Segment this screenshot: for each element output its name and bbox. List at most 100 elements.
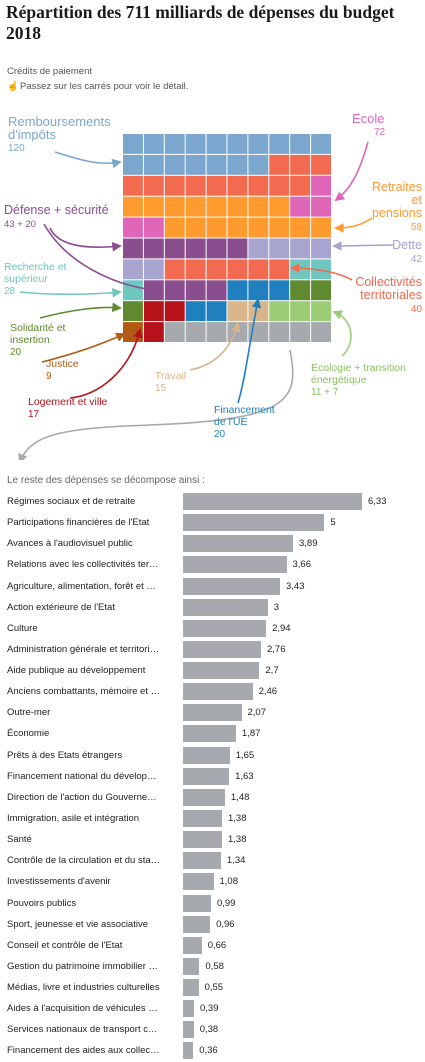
waffle-square-defense[interactable] — [206, 280, 227, 301]
bar[interactable] — [183, 936, 202, 954]
waffle-square-logement[interactable] — [143, 301, 164, 322]
bar-row[interactable]: Services nationaux de transport c… 0,38 — [0, 1020, 425, 1041]
bar[interactable] — [183, 556, 287, 574]
waffle-square-collectivites[interactable] — [248, 175, 269, 196]
waffle-square-retraites[interactable] — [290, 217, 311, 238]
waffle-square-ue[interactable] — [206, 301, 227, 322]
waffle-square-recherche[interactable] — [311, 259, 331, 280]
bar[interactable] — [183, 809, 222, 827]
bar-row[interactable]: Aide publique au développement 2,7 — [0, 661, 425, 682]
bar-row[interactable]: Économie 1,87 — [0, 724, 425, 745]
bar[interactable] — [183, 767, 230, 785]
bar-row[interactable]: Financement national du dévelop… 1,63 — [0, 767, 425, 788]
waffle-square-dette[interactable] — [290, 238, 311, 259]
waffle-square-collectivites[interactable] — [269, 175, 290, 196]
waffle-square-remboursements[interactable] — [164, 134, 185, 154]
waffle-square-retraites[interactable] — [269, 196, 290, 217]
bar-row[interactable]: Santé 1,38 — [0, 830, 425, 851]
waffle-square-dette[interactable] — [311, 238, 331, 259]
waffle-square-retraites[interactable] — [206, 196, 227, 217]
bar-row[interactable]: Régimes sociaux et de retraite 6,33 — [0, 492, 425, 513]
bar[interactable] — [183, 957, 200, 975]
waffle-square-retraites[interactable] — [206, 217, 227, 238]
waffle-square-collectivites[interactable] — [227, 175, 248, 196]
bar-row[interactable]: Prêts à des Etats étrangers 1,65 — [0, 746, 425, 767]
waffle-square-retraites[interactable] — [185, 196, 206, 217]
bar-row[interactable]: Aides à l'acquisition de véhicules … 0,39 — [0, 999, 425, 1020]
waffle-square-collectivites[interactable] — [227, 259, 248, 280]
waffle-square-collectivites[interactable] — [123, 175, 143, 196]
bar-row[interactable]: Direction de l'action du Gouverne… 1,48 — [0, 788, 425, 809]
waffle-square-collectivites[interactable] — [143, 175, 164, 196]
bar[interactable] — [183, 598, 268, 616]
bar-row[interactable]: Sport, jeunesse et vie associative 0,96 — [0, 915, 425, 936]
waffle-square-ecole[interactable] — [311, 175, 331, 196]
waffle-square-defense[interactable] — [227, 238, 248, 259]
waffle-square-reste[interactable] — [164, 322, 185, 342]
bar-row[interactable]: Financement des aides aux collec… 0,36 — [0, 1041, 425, 1062]
waffle-square-retraites[interactable] — [227, 217, 248, 238]
waffle-square-remboursements[interactable] — [164, 154, 185, 175]
waffle-square-solidarite[interactable] — [123, 301, 143, 322]
waffle-square-ecole[interactable] — [290, 196, 311, 217]
waffle-square-ue[interactable] — [248, 280, 269, 301]
waffle-square-retraites[interactable] — [185, 217, 206, 238]
bar-row[interactable]: Investissements d'avenir 1,08 — [0, 872, 425, 893]
waffle-square-retraites[interactable] — [143, 196, 164, 217]
waffle-square-retraites[interactable] — [123, 196, 143, 217]
bar-row[interactable]: Immigration, asile et intégration 1,38 — [0, 809, 425, 830]
waffle-square-retraites[interactable] — [248, 217, 269, 238]
waffle-square-collectivites[interactable] — [164, 175, 185, 196]
bar[interactable] — [183, 640, 261, 658]
waffle-square-travail[interactable] — [227, 301, 248, 322]
waffle-square-reste[interactable] — [290, 322, 311, 342]
waffle-square-collectivites[interactable] — [248, 259, 269, 280]
waffle-square-remboursements[interactable] — [185, 154, 206, 175]
waffle-square-defense[interactable] — [143, 238, 164, 259]
waffle-square-defense[interactable] — [123, 238, 143, 259]
waffle-square-retraites[interactable] — [269, 217, 290, 238]
bar-row[interactable]: Anciens combattants, mémoire et … 2,46 — [0, 682, 425, 703]
waffle-square-remboursements[interactable] — [143, 154, 164, 175]
waffle-square-logement[interactable] — [164, 301, 185, 322]
waffle-square-remboursements[interactable] — [311, 134, 331, 154]
waffle-square-collectivites[interactable] — [311, 154, 331, 175]
bar[interactable] — [183, 662, 260, 679]
bar[interactable] — [183, 704, 242, 722]
bar-row[interactable]: Médias, livre et industries culturelles 0… — [0, 978, 425, 999]
waffle-square-dette[interactable] — [143, 259, 164, 280]
waffle-square-ecologie[interactable] — [269, 301, 290, 322]
bar[interactable] — [183, 1021, 194, 1039]
bar-row[interactable]: Administration générale et territori… 2,7… — [0, 640, 425, 661]
waffle-square-retraites[interactable] — [164, 196, 185, 217]
waffle-square-reste[interactable] — [185, 322, 206, 342]
bar[interactable] — [183, 873, 214, 891]
waffle-square-remboursements[interactable] — [123, 154, 143, 175]
waffle-square-dette[interactable] — [123, 259, 143, 280]
waffle-square-collectivites[interactable] — [206, 175, 227, 196]
waffle-square-remboursements[interactable] — [123, 134, 143, 154]
waffle-square-remboursements[interactable] — [248, 134, 269, 154]
waffle-square-collectivites[interactable] — [185, 259, 206, 280]
bar[interactable] — [183, 894, 211, 912]
waffle-square-defense[interactable] — [164, 280, 185, 301]
waffle-square-collectivites[interactable] — [269, 154, 290, 175]
waffle-square-remboursements[interactable] — [269, 134, 290, 154]
waffle-square-travail[interactable] — [248, 301, 269, 322]
waffle-square-remboursements[interactable] — [227, 134, 248, 154]
bar[interactable] — [183, 514, 325, 532]
bar-row[interactable]: Gestion du patrimoine immobilier … 0,58 — [0, 957, 425, 978]
bar-row[interactable]: Pouvoirs publics 0,99 — [0, 894, 425, 915]
waffle-square-collectivites[interactable] — [290, 154, 311, 175]
waffle-square-logement[interactable] — [143, 322, 164, 342]
waffle-square-remboursements[interactable] — [206, 154, 227, 175]
bar[interactable] — [183, 725, 236, 743]
waffle-square-ue[interactable] — [227, 280, 248, 301]
bar-row[interactable]: Avances à l'audiovisuel public 3,89 — [0, 534, 425, 555]
waffle-square-ecole[interactable] — [123, 217, 143, 238]
bar[interactable] — [183, 746, 230, 764]
waffle-square-solidarite[interactable] — [311, 280, 331, 301]
waffle-square-collectivites[interactable] — [206, 259, 227, 280]
bar[interactable] — [183, 915, 211, 933]
waffle-square-solidarite[interactable] — [290, 280, 311, 301]
